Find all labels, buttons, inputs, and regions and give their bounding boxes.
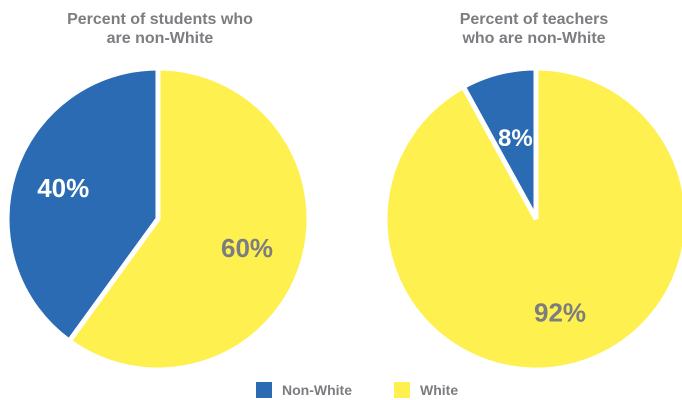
legend-label-white: White	[420, 382, 459, 398]
chart-title-students-line-2: are non-White	[106, 30, 214, 47]
legend-item-white: White	[394, 382, 458, 398]
legend-label-non-white: Non-White	[282, 382, 352, 398]
pie-label-teachers-white: 92%	[534, 298, 586, 328]
chart-title-teachers-line-1: Percent of teachers	[459, 11, 609, 28]
pie-label-students-non-white: 40%	[37, 173, 89, 203]
pie-charts: 40% 60% 8% 92%	[4, 65, 682, 373]
pie-slice-teachers-white	[382, 65, 682, 373]
chart-title-students-line-1: Percent of students who	[67, 11, 253, 28]
legend-swatch-non-white	[256, 382, 272, 398]
pie-slice-students-non-white	[4, 65, 161, 345]
legend: Non-White White	[0, 380, 682, 400]
pie-chart-teachers: 8% 92%	[382, 65, 682, 373]
pie-label-students-white: 60%	[221, 233, 273, 263]
legend-swatch-white	[394, 382, 410, 398]
chart-title-teachers: Percent of teachers who are non-White	[414, 10, 654, 48]
pie-label-teachers-non-white: 8%	[498, 125, 533, 152]
legend-item-non-white: Non-White	[256, 382, 352, 398]
chart-title-teachers-line-2: who are non-White	[462, 30, 606, 47]
pie-chart-students: 40% 60%	[4, 65, 312, 373]
chart-title-students: Percent of students who are non-White	[40, 10, 280, 48]
pie-slice-students-white	[65, 65, 312, 373]
